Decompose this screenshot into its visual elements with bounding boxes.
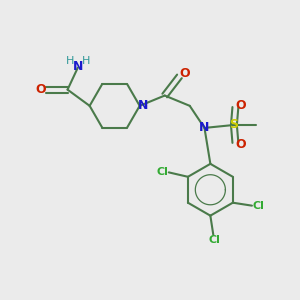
Text: Cl: Cl	[253, 201, 264, 211]
Text: O: O	[179, 67, 190, 80]
Text: O: O	[236, 99, 246, 112]
Text: N: N	[73, 60, 83, 73]
Text: H: H	[65, 56, 74, 66]
Text: N: N	[138, 99, 148, 112]
Text: N: N	[199, 122, 210, 134]
Text: Cl: Cl	[156, 167, 168, 177]
Text: S: S	[230, 118, 238, 131]
Text: O: O	[236, 138, 246, 151]
Text: H: H	[82, 56, 90, 66]
Text: Cl: Cl	[209, 235, 221, 245]
Text: O: O	[36, 83, 46, 96]
